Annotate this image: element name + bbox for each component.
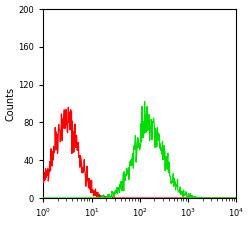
Y-axis label: Counts: Counts <box>6 86 16 121</box>
